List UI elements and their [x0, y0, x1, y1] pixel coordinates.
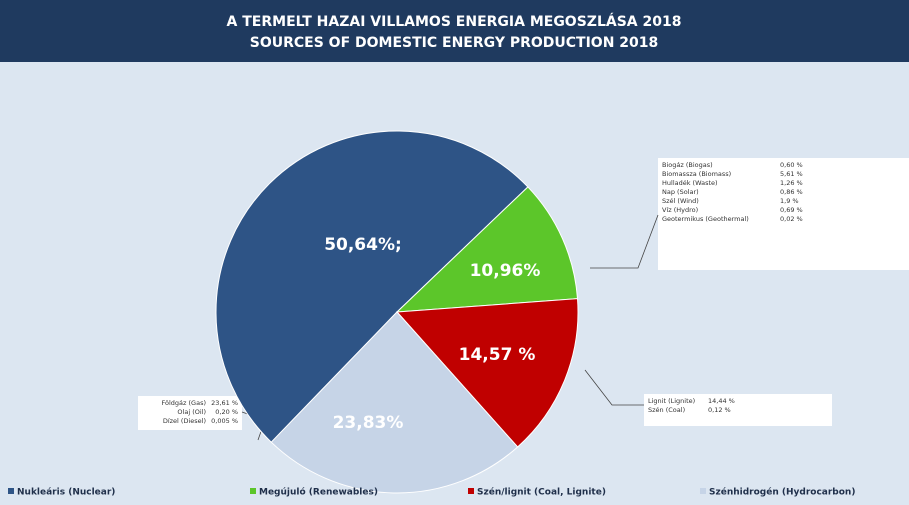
annotation-value: 1,9 % [780, 197, 799, 205]
legend-swatch [700, 488, 706, 494]
data-label: 50,64%; [324, 235, 402, 255]
annotation-label: Dízel (Diesel) [163, 417, 206, 425]
chart-subtitle: SOURCES OF DOMESTIC ENERGY PRODUCTION 20… [250, 35, 659, 51]
annotation-value: 0,005 % [211, 417, 238, 425]
title-bar [0, 0, 909, 62]
annotation-value: 5,61 % [780, 170, 803, 178]
annotation-label: Víz (Hydro) [662, 206, 698, 214]
pie-slice [395, 298, 579, 448]
legend-label: Megújuló (Renewables) [259, 487, 378, 498]
pie-slice [395, 186, 579, 313]
annotation-box [138, 396, 242, 430]
annotation-label: Szél (Wind) [662, 197, 699, 205]
leader-line [590, 214, 659, 269]
chart-title: A TERMELT HAZAI VILLAMOS ENERGIA MEGOSZL… [227, 13, 682, 30]
leader-line [584, 369, 644, 406]
annotation-label: Szén (Coal) [648, 406, 685, 414]
pie: 50,64%; 10,96% 14,57 % 23,83% [215, 130, 579, 494]
pie-slice [270, 311, 519, 494]
annotation-label: Földgáz (Gas) [162, 399, 206, 407]
annotation-value: 0,20 % [215, 408, 238, 416]
annotation-label: Nap (Solar) [662, 188, 699, 196]
data-label: 10,96% [470, 261, 541, 281]
legend-swatch [250, 488, 256, 494]
annotation-value: 23,61 % [211, 399, 238, 407]
annotation-label: Biomassza (Biomass) [662, 170, 731, 178]
annotation-value: 0,12 % [708, 406, 731, 414]
annotation-value: 1,26 % [780, 179, 803, 187]
legend: Nukleáris (Nuclear) Megújuló (Renewables)… [8, 487, 855, 498]
annotation-value: 0,60 % [780, 161, 803, 169]
legend-swatch [468, 488, 474, 494]
legend-label: Szénhidrogén (Hydrocarbon) [709, 487, 855, 498]
annotation-label: Lignit (Lignite) [648, 397, 695, 405]
legend-label: Nukleáris (Nuclear) [17, 488, 115, 498]
legend-label: Szén/lignit (Coal, Lignite) [477, 487, 606, 498]
pie-slice [215, 130, 529, 443]
data-label: 14,57 % [459, 345, 536, 365]
annotation-value: 0,86 % [780, 188, 803, 196]
data-label: 23,83% [333, 413, 404, 433]
annotation-label: Biogáz (Biogas) [662, 161, 713, 169]
annotation-box [658, 158, 909, 270]
annotation-label: Geotermikus (Geothermal) [662, 215, 749, 223]
annotation-label: Olaj (Oil) [177, 408, 206, 416]
annotation-label: Hulladék (Waste) [662, 179, 718, 187]
annotation-value: 14,44 % [708, 397, 735, 405]
annotation-value: 0,69 % [780, 206, 803, 214]
annotations: Biogáz (Biogas) 0,60 % Biomassza (Biomass)… [162, 161, 803, 425]
annotation-box [644, 394, 832, 426]
legend-swatch [8, 488, 14, 494]
annotation-value: 0,02 % [780, 215, 803, 223]
